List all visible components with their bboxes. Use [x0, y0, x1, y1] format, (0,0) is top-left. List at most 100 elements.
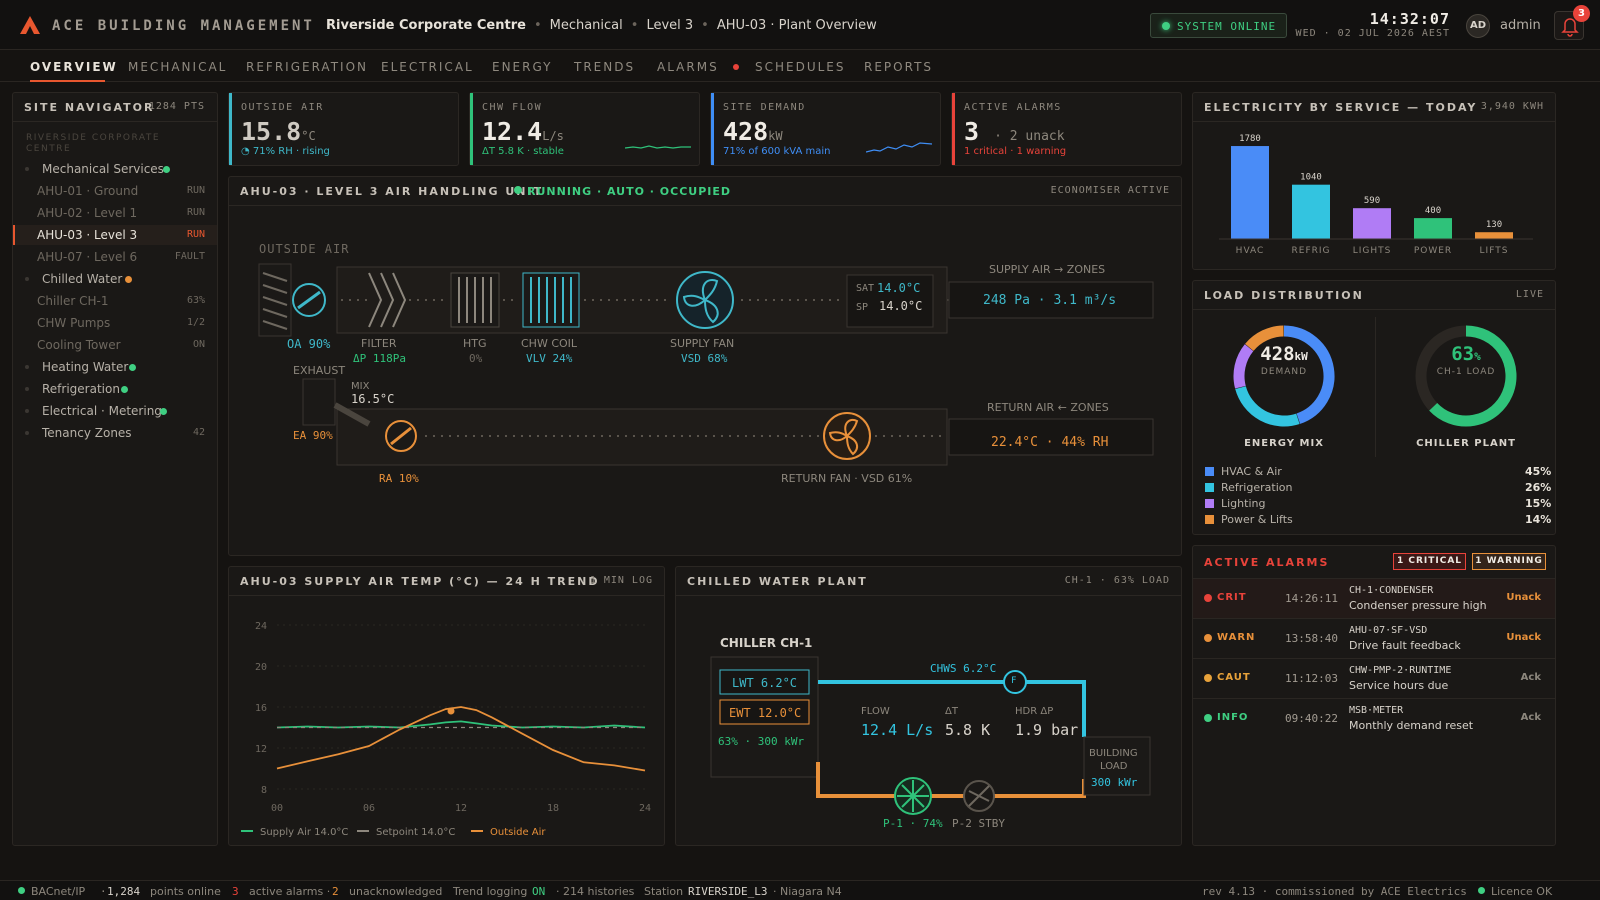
nav-item-chilled-water[interactable]: Chilled Water: [13, 269, 217, 289]
divider: [1375, 317, 1376, 457]
ahu-panel: AHU-03 · LEVEL 3 AIR HANDLING UNIT RUNNI…: [228, 176, 1182, 556]
legend-percent: 15%: [1525, 497, 1552, 510]
alarm-ack-state[interactable]: Ack: [1520, 712, 1541, 723]
nav-item-tenancy-zones[interactable]: Tenancy Zones 42: [13, 423, 217, 443]
severity-dot: [1204, 674, 1212, 682]
tab-alarms[interactable]: ALARMS: [657, 60, 719, 74]
footer-station: RIVERSIDE_L3: [688, 885, 768, 898]
alarm-row[interactable]: CRIT 14:26:11 CH-1·CONDENSER Condenser p…: [1193, 578, 1555, 618]
nav-item-heating-water[interactable]: Heating Water: [13, 357, 217, 377]
kpi-site-demand[interactable]: SITE DEMAND 428kW 71% of 600 kVA main: [710, 92, 941, 166]
kpi-active-alarms[interactable]: ACTIVE ALARMS 3 · 2 unack 1 critical · 1…: [951, 92, 1182, 166]
alarm-severity: CAUT: [1217, 672, 1251, 683]
plant-schematic: [710, 656, 1151, 815]
nav-item-mechanical-services[interactable]: Mechanical Services: [13, 159, 217, 179]
footer-licence: Licence OK: [1491, 885, 1553, 898]
nav-label: AHU-03 · Level 3: [37, 228, 138, 242]
alarm-code: AHU-07·SF-VSD: [1349, 625, 1428, 636]
load-donuts: [1233, 325, 1517, 427]
nav-item-electrical-metering[interactable]: Electrical · Metering: [13, 401, 217, 421]
return-zone-box: [948, 418, 1154, 456]
tab-overview[interactable]: OVERVIEW: [30, 60, 118, 74]
series-line-supply-air: [276, 720, 646, 729]
clock-date: WED · 02 JUL 2026 AEST: [1295, 28, 1450, 39]
legend-swatch: [1205, 499, 1214, 508]
chiller-load-sub: CH-1 LOAD: [1436, 367, 1496, 377]
sp-value: 14.0°C: [879, 299, 923, 313]
y-tick-label: 8: [261, 785, 267, 796]
chws-temp: CHWS 6.2°C: [930, 662, 997, 675]
tab-trends[interactable]: TRENDS: [574, 60, 636, 74]
tab-energy[interactable]: ENERGY: [492, 60, 553, 74]
alarms-title: ACTIVE ALARMS: [1204, 556, 1330, 569]
kpi-accent: [711, 93, 714, 165]
tab-electrical[interactable]: ELECTRICAL: [381, 60, 474, 74]
critical-count-badge[interactable]: 1 CRITICAL: [1393, 553, 1466, 570]
legend-swatch: [1205, 515, 1214, 524]
nav-value: RUN: [186, 185, 205, 196]
series-line-outside-air: [276, 706, 646, 772]
alarms-indicator-dot: [733, 64, 739, 70]
bar-category-label: LIFTS: [1480, 246, 1509, 256]
bar-category-label: REFRIG: [1292, 246, 1331, 256]
trend-panel: AHU-03 SUPPLY AIR TEMP (°C) — 24 H TREND…: [228, 566, 665, 846]
chiller-load-value: 63%: [1415, 343, 1517, 365]
tab-refrigeration[interactable]: REFRIGERATION: [246, 60, 368, 74]
kpi-unit: °C: [301, 129, 316, 143]
nav-value: RUN: [186, 229, 205, 240]
nav-item-chw-pumps[interactable]: CHW Pumps 1/2: [13, 313, 217, 333]
legend-setpoint: Setpoint 14.0°C: [357, 827, 455, 838]
kpi-subtext: 1 critical · 1 warning: [964, 146, 1067, 157]
alarm-row[interactable]: CAUT 11:12:03 CHW-PMP-2·RUNTIME Service …: [1193, 658, 1555, 698]
status-dot: [121, 386, 128, 393]
alarm-ack-state[interactable]: Unack: [1506, 632, 1541, 643]
footer-trend-state: ON: [532, 885, 546, 898]
nav-item-ahu-02[interactable]: AHU-02 · Level 1 RUN: [13, 203, 217, 223]
nav-item-ahu-07[interactable]: AHU-07 · Level 6 FAULT: [13, 247, 217, 267]
legend-refrigeration: Refrigeration 26%: [1205, 481, 1551, 494]
breadcrumb-site[interactable]: Riverside Corporate Centre: [326, 18, 526, 33]
x-tick-label: 24: [639, 803, 651, 814]
alarm-ack-state[interactable]: Ack: [1520, 672, 1541, 683]
nav-value: 42: [192, 427, 205, 438]
flow-meter-label: F: [1011, 676, 1017, 686]
brand-logo-icon: [20, 16, 40, 34]
donut-slice-0: [1283, 325, 1335, 424]
licence-status-dot: [1478, 887, 1485, 894]
kpi-chw-flow[interactable]: CHW FLOW 12.4L/s ΔT 5.8 K · stable: [469, 92, 700, 166]
x-tick-label: 00: [271, 803, 283, 814]
kpi-subtext: ◔ 71% RH · rising: [241, 146, 330, 157]
network-status-dot: [18, 887, 25, 894]
username[interactable]: admin: [1500, 18, 1541, 33]
chw-valve-value: VLV 24%: [526, 352, 573, 365]
mixing-damper-icon: [333, 402, 371, 427]
tab-schedules[interactable]: SCHEDULES: [755, 60, 846, 74]
nav-item-refrigeration[interactable]: Refrigeration: [13, 379, 217, 399]
nav-label: Cooling Tower: [37, 338, 121, 352]
alarm-row[interactable]: INFO 09:40:22 MSB·METER Monthly demand r…: [1193, 698, 1555, 738]
alarm-ack-state[interactable]: Unack: [1506, 592, 1541, 603]
tab-reports[interactable]: REPORTS: [864, 60, 934, 74]
sp-label: SP: [856, 302, 869, 313]
alarm-time: 13:58:40: [1285, 632, 1338, 645]
nav-label: Chilled Water: [42, 272, 123, 286]
breadcrumb-sep: •: [533, 18, 542, 33]
breadcrumb-level[interactable]: Level 3: [646, 18, 694, 33]
breadcrumb-mechanical[interactable]: Mechanical: [549, 18, 623, 33]
warning-count-badge[interactable]: 1 WARNING: [1472, 553, 1546, 570]
nav-item-chiller-ch1[interactable]: Chiller CH-1 63%: [13, 291, 217, 311]
nav-item-ahu-01[interactable]: AHU-01 · Ground RUN: [13, 181, 217, 201]
nav-item-ahu-03[interactable]: AHU-03 · Level 3 RUN: [13, 225, 217, 245]
tab-mechanical[interactable]: MECHANICAL: [128, 60, 228, 74]
alarm-severity: CRIT: [1217, 592, 1247, 603]
trend-title: AHU-03 SUPPLY AIR TEMP (°C) — 24 H TREND: [240, 575, 600, 588]
breadcrumb-current: AHU-03 · Plant Overview: [716, 18, 877, 33]
avatar[interactable]: AD: [1466, 14, 1490, 38]
nav-item-cooling-tower[interactable]: Cooling Tower ON: [13, 335, 217, 355]
nav-value: RUN: [186, 207, 205, 218]
kpi-outside-air[interactable]: OUTSIDE AIR 15.8°C ◔ 71% RH · rising: [228, 92, 459, 166]
kpi-label: ACTIVE ALARMS: [964, 102, 1062, 113]
footer-alarm-count: 3: [232, 885, 239, 898]
alarm-row[interactable]: WARN 13:58:40 AHU-07·SF-VSD Drive fault …: [1193, 618, 1555, 658]
footer-station-label: Station: [644, 885, 684, 898]
